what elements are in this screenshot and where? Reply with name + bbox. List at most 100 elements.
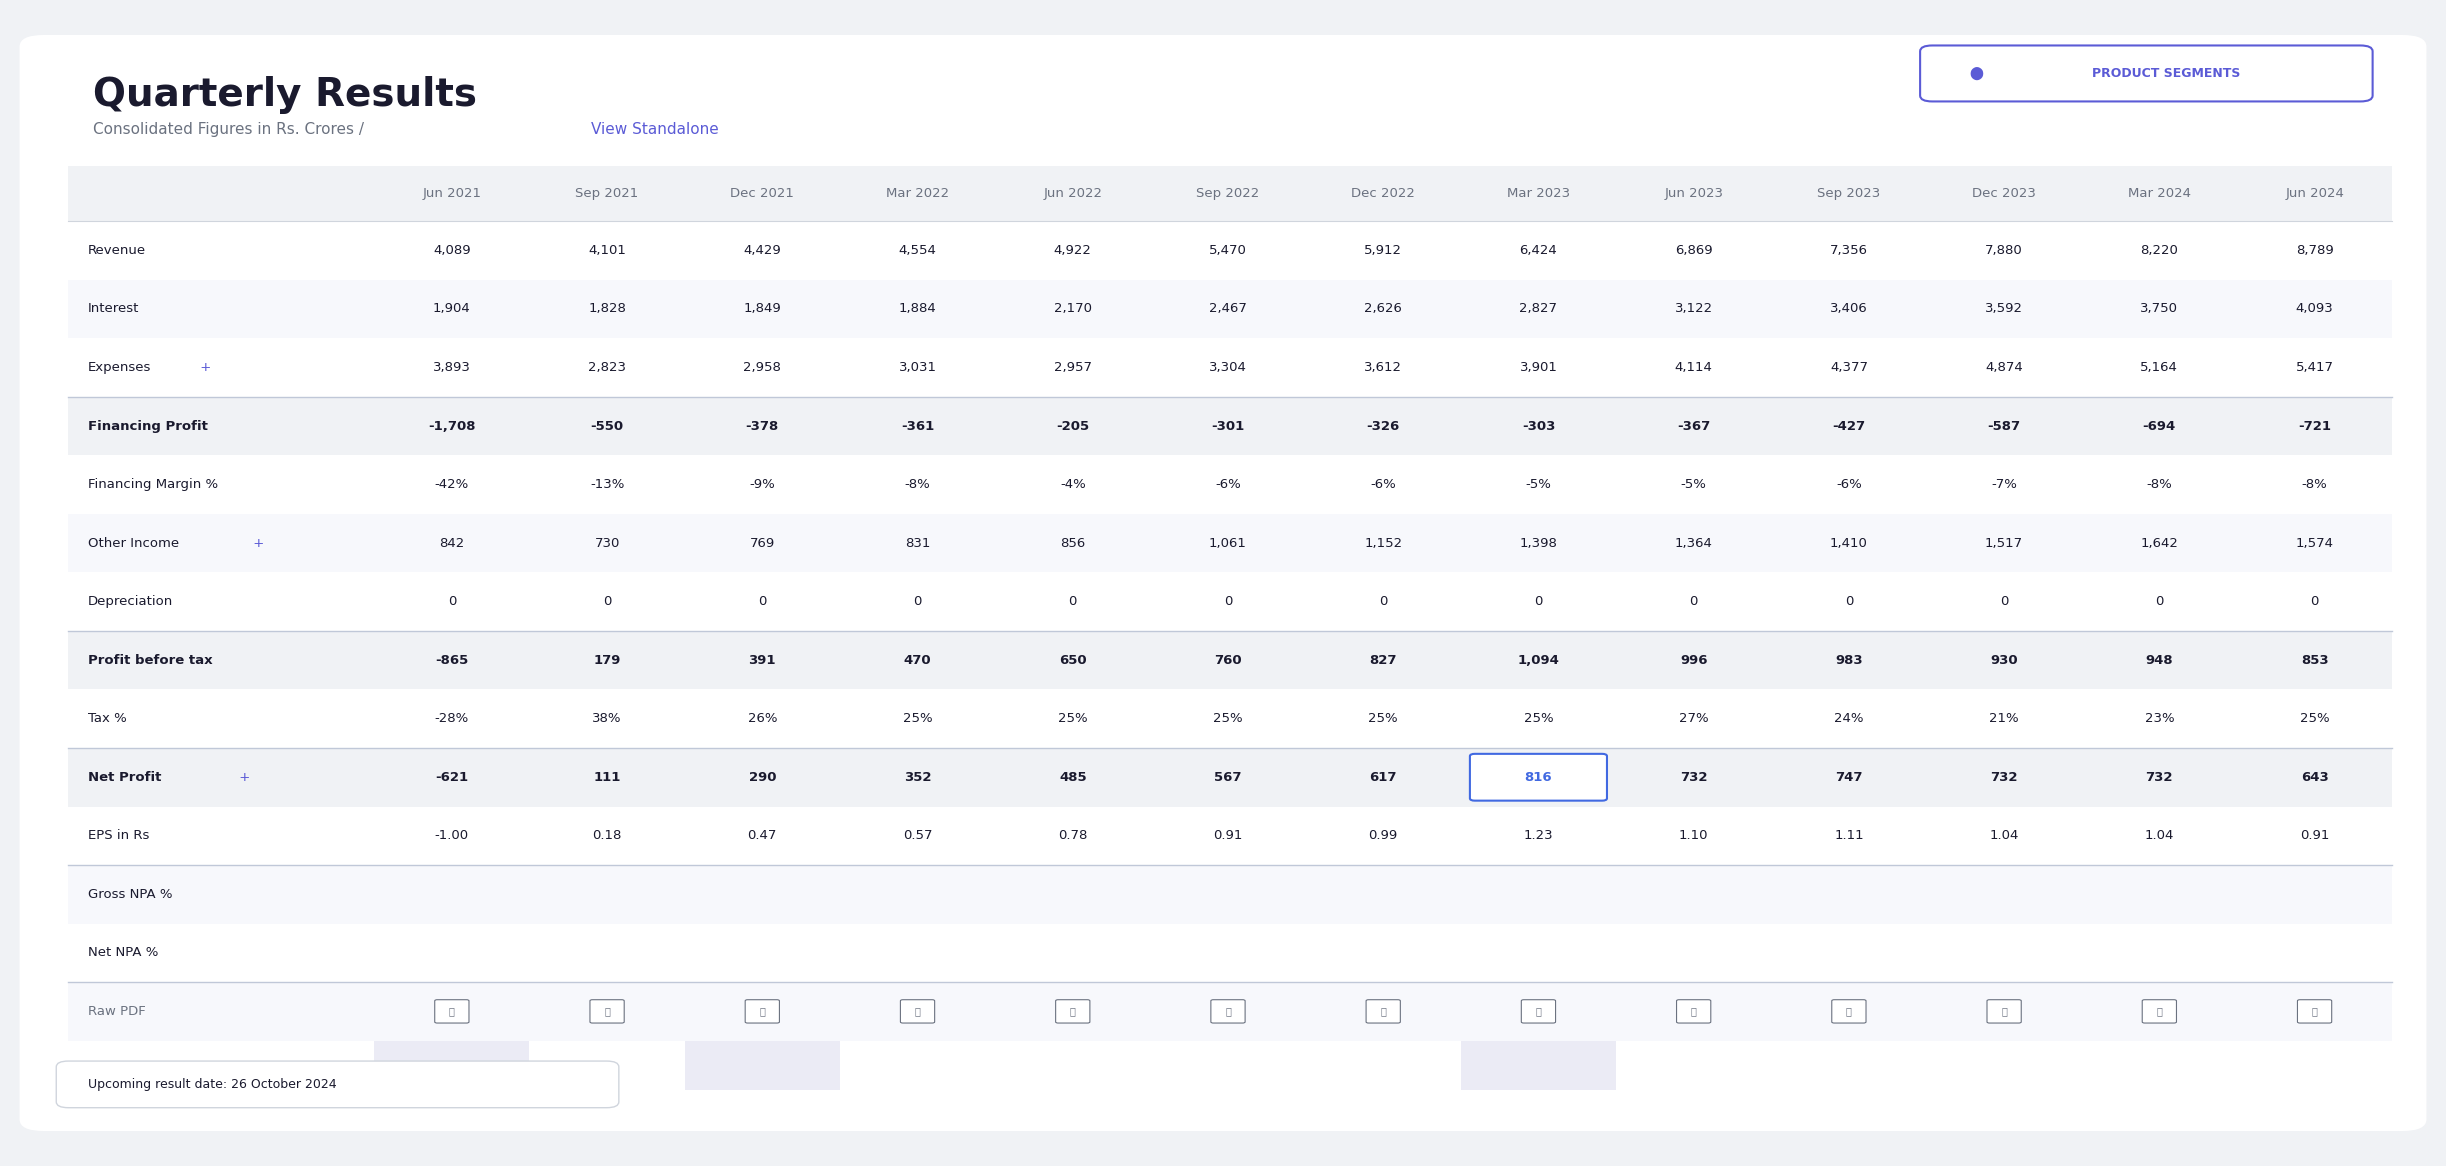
Text: 📄: 📄 — [915, 1006, 920, 1017]
Text: 6,424: 6,424 — [1519, 244, 1558, 257]
Text: -694: -694 — [2143, 420, 2177, 433]
Text: 831: 831 — [905, 536, 929, 549]
Text: 📄: 📄 — [1690, 1006, 1698, 1017]
FancyBboxPatch shape — [68, 807, 2392, 865]
Text: -587: -587 — [1989, 420, 2020, 433]
Text: -303: -303 — [1521, 420, 1556, 433]
Text: 1.04: 1.04 — [2145, 829, 2174, 842]
Text: Consolidated Figures in Rs. Crores /: Consolidated Figures in Rs. Crores / — [93, 122, 369, 138]
Text: 25%: 25% — [1213, 712, 1243, 725]
Text: 📄: 📄 — [1380, 1006, 1387, 1017]
Text: 📄: 📄 — [450, 1006, 455, 1017]
Text: 4,377: 4,377 — [1830, 361, 1869, 374]
Text: 5,164: 5,164 — [2140, 361, 2179, 374]
Text: 1,517: 1,517 — [1986, 536, 2023, 549]
Text: -378: -378 — [746, 420, 778, 433]
Text: 827: 827 — [1370, 654, 1397, 667]
Text: 📄: 📄 — [758, 1006, 766, 1017]
Text: 4,922: 4,922 — [1054, 244, 1091, 257]
Text: Dec 2021: Dec 2021 — [731, 187, 795, 199]
Text: 0.18: 0.18 — [592, 829, 621, 842]
Text: -1.00: -1.00 — [435, 829, 470, 842]
Text: 617: 617 — [1370, 771, 1397, 784]
Text: 1,398: 1,398 — [1519, 536, 1558, 549]
FancyBboxPatch shape — [56, 1061, 619, 1108]
Text: 26%: 26% — [748, 712, 778, 725]
Text: 2,827: 2,827 — [1519, 302, 1558, 316]
Text: 2,958: 2,958 — [744, 361, 780, 374]
Text: EPS in Rs: EPS in Rs — [88, 829, 149, 842]
Text: +: + — [196, 361, 210, 374]
Text: 0.57: 0.57 — [903, 829, 932, 842]
FancyBboxPatch shape — [68, 865, 2392, 923]
Text: -5%: -5% — [1680, 478, 1707, 491]
Text: Net NPA %: Net NPA % — [88, 947, 159, 960]
Text: 4,874: 4,874 — [1986, 361, 2023, 374]
Text: Dec 2023: Dec 2023 — [1971, 187, 2035, 199]
Text: Interest: Interest — [88, 302, 139, 316]
Text: 0: 0 — [1223, 595, 1233, 609]
FancyBboxPatch shape — [68, 338, 2392, 396]
FancyBboxPatch shape — [68, 280, 2392, 338]
Text: 23%: 23% — [2145, 712, 2174, 725]
Text: 853: 853 — [2302, 654, 2329, 667]
Text: 4,429: 4,429 — [744, 244, 780, 257]
Text: Profit before tax: Profit before tax — [88, 654, 213, 667]
Text: -326: -326 — [1367, 420, 1399, 433]
Text: 3,122: 3,122 — [1676, 302, 1712, 316]
Text: 📄: 📄 — [1847, 1006, 1852, 1017]
Text: 4,093: 4,093 — [2297, 302, 2333, 316]
Text: 0: 0 — [1844, 595, 1854, 609]
Text: 0.47: 0.47 — [748, 829, 778, 842]
Text: 1.04: 1.04 — [1989, 829, 2018, 842]
Text: 0: 0 — [1380, 595, 1387, 609]
Text: Expenses: Expenses — [88, 361, 152, 374]
Text: 5,470: 5,470 — [1208, 244, 1247, 257]
Text: 0: 0 — [2311, 595, 2319, 609]
Text: 0: 0 — [1534, 595, 1543, 609]
Text: -6%: -6% — [1370, 478, 1397, 491]
Text: 732: 732 — [2145, 771, 2172, 784]
Text: 0.78: 0.78 — [1059, 829, 1088, 842]
Text: 0: 0 — [1690, 595, 1698, 609]
Text: 1,828: 1,828 — [587, 302, 626, 316]
Text: 3,406: 3,406 — [1830, 302, 1869, 316]
FancyBboxPatch shape — [68, 689, 2392, 747]
FancyBboxPatch shape — [68, 631, 2392, 689]
Text: -427: -427 — [1832, 420, 1866, 433]
FancyBboxPatch shape — [746, 999, 780, 1023]
Text: -721: -721 — [2299, 420, 2331, 433]
Text: 3,031: 3,031 — [898, 361, 937, 374]
Text: -205: -205 — [1057, 420, 1088, 433]
Text: 747: 747 — [1834, 771, 1864, 784]
Text: 3,592: 3,592 — [1986, 302, 2023, 316]
FancyBboxPatch shape — [685, 166, 839, 1090]
Text: 1.23: 1.23 — [1524, 829, 1553, 842]
Text: 732: 732 — [1991, 771, 2018, 784]
FancyBboxPatch shape — [900, 999, 934, 1023]
Text: Financing Profit: Financing Profit — [88, 420, 208, 433]
Text: 1,642: 1,642 — [2140, 536, 2179, 549]
Text: 0: 0 — [2001, 595, 2008, 609]
Text: -8%: -8% — [905, 478, 929, 491]
Text: 1,904: 1,904 — [433, 302, 470, 316]
FancyBboxPatch shape — [1920, 45, 2373, 101]
FancyBboxPatch shape — [589, 999, 624, 1023]
Text: 25%: 25% — [2299, 712, 2329, 725]
FancyBboxPatch shape — [1521, 999, 1556, 1023]
FancyBboxPatch shape — [68, 747, 2392, 807]
Text: 485: 485 — [1059, 771, 1086, 784]
Text: 25%: 25% — [903, 712, 932, 725]
FancyBboxPatch shape — [68, 514, 2392, 573]
Text: 842: 842 — [440, 536, 465, 549]
Text: 643: 643 — [2302, 771, 2329, 784]
Text: 650: 650 — [1059, 654, 1086, 667]
Text: -7%: -7% — [1991, 478, 2018, 491]
Text: 📄: 📄 — [2157, 1006, 2162, 1017]
Text: 0: 0 — [1069, 595, 1076, 609]
FancyBboxPatch shape — [374, 166, 528, 1090]
Text: 856: 856 — [1059, 536, 1086, 549]
Text: -28%: -28% — [435, 712, 470, 725]
Text: 4,089: 4,089 — [433, 244, 470, 257]
Text: 2,467: 2,467 — [1208, 302, 1247, 316]
